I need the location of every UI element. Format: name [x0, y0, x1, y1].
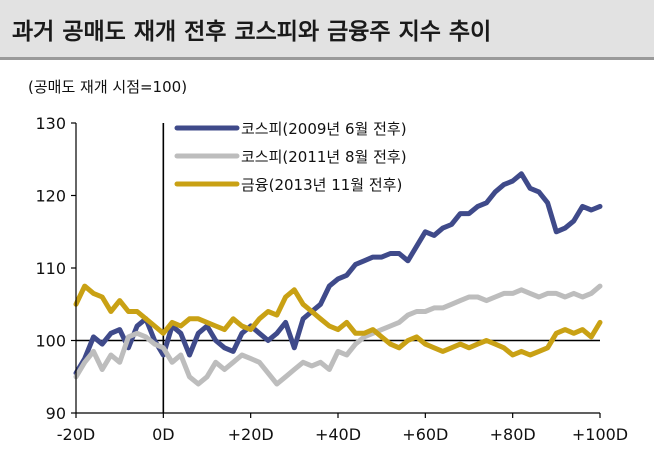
- series-line-2: [73, 283, 603, 387]
- x-tick-label: 0D: [152, 425, 175, 444]
- legend-label-3: 금융(2013년 11월 전후): [241, 176, 402, 194]
- x-tick-label: +80D: [490, 425, 536, 444]
- y-tick-label: 110: [35, 259, 66, 278]
- chart-title: 과거 공매도 재개 전후 코스피와 금융주 지수 추이: [12, 19, 492, 45]
- series-line-3: [73, 283, 603, 358]
- y-tick-label: 130: [35, 114, 66, 133]
- unit-label: (공매도 재개 시점=100): [28, 78, 188, 96]
- series-line-1: [73, 171, 603, 376]
- y-tick-label: 120: [35, 187, 66, 206]
- x-tick-label: +60D: [402, 425, 448, 444]
- x-tick-label: +100D: [572, 425, 628, 444]
- x-tick-label: -20D: [57, 425, 95, 444]
- x-tick-label: +40D: [315, 425, 361, 444]
- y-tick-label: 90: [46, 404, 66, 423]
- x-tick-label: +20D: [228, 425, 274, 444]
- legend-label-2: 코스피(2011년 8월 전후): [241, 148, 407, 166]
- y-tick-label: 100: [35, 332, 66, 351]
- title-bar: 과거 공매도 재개 전후 코스피와 금융주 지수 추이: [0, 0, 654, 60]
- legend-label-1: 코스피(2009년 6월 전후): [241, 120, 407, 138]
